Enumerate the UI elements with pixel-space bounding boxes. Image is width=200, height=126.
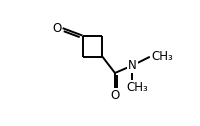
Text: O: O — [52, 22, 61, 35]
Text: O: O — [110, 89, 120, 102]
Text: N: N — [128, 59, 137, 72]
Text: CH₃: CH₃ — [151, 50, 173, 63]
Text: CH₃: CH₃ — [127, 81, 148, 94]
